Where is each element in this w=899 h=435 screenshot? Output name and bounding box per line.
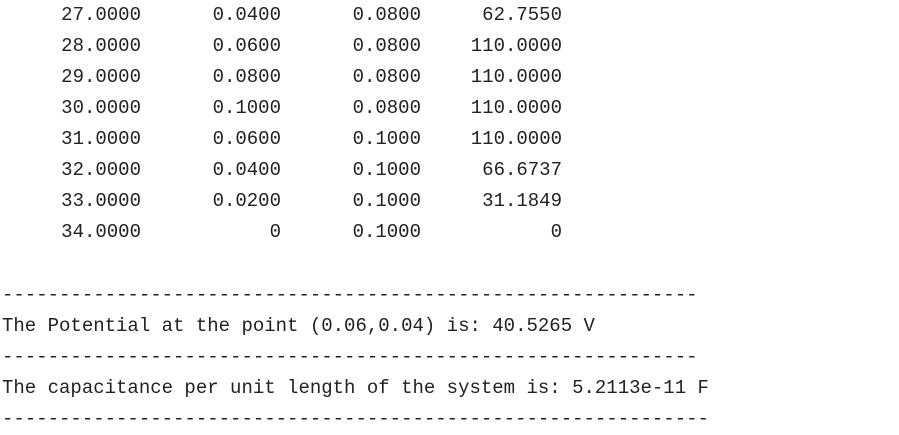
table-row: 28.0000 0.0600 0.0800 110.0000 (0, 31, 899, 62)
table-cell: 0.0800 (352, 97, 421, 119)
table-row: 30.0000 0.1000 0.0800 110.0000 (0, 93, 899, 124)
table-cell: 31.0000 (61, 128, 141, 150)
table-cell: 110.0000 (470, 35, 562, 57)
table-cell: 0.0400 (212, 159, 281, 181)
table-cell: 0.1000 (352, 159, 421, 181)
table-row: 27.0000 0.0400 0.0800 62.7550 (0, 0, 899, 31)
table-cell: 0.1000 (352, 190, 421, 212)
table-cell: 110.0000 (470, 97, 562, 119)
capacitance-result: The capacitance per unit length of the s… (2, 377, 709, 399)
table-cell: 0.0600 (212, 35, 281, 57)
table-row: 34.0000 0 0.1000 0 (0, 217, 899, 248)
table-cell: 0 (269, 221, 281, 243)
separator-line: ----------------------------------------… (2, 346, 698, 368)
separator-line: ----------------------------------------… (2, 284, 698, 306)
table-cell: 0.1000 (352, 221, 421, 243)
table-cell: 0.0800 (352, 4, 421, 26)
table-cell: 29.0000 (61, 66, 141, 88)
potential-result: The Potential at the point (0.06,0.04) i… (2, 315, 595, 337)
table-cell: 0.0800 (212, 66, 281, 88)
table-cell: 0.0800 (352, 35, 421, 57)
table-cell: 0.0600 (212, 128, 281, 150)
table-cell: 0.1000 (352, 128, 421, 150)
table-cell: 110.0000 (470, 128, 562, 150)
table-cell: 0.1000 (212, 97, 281, 119)
table-cell: 34.0000 (61, 221, 141, 243)
table-row: 29.0000 0.0800 0.0800 110.0000 (0, 62, 899, 93)
table-row: 31.0000 0.0600 0.1000 110.0000 (0, 124, 899, 155)
separator-line: ----------------------------------------… (2, 408, 709, 430)
table-cell: 66.6737 (482, 159, 562, 181)
table-cell: 0.0800 (352, 66, 421, 88)
table-cell: 27.0000 (61, 4, 141, 26)
table-cell: 62.7550 (482, 4, 562, 26)
table-cell: 110.0000 (470, 66, 562, 88)
table-row: 32.0000 0.0400 0.1000 66.6737 (0, 155, 899, 186)
table-cell: 0.0200 (212, 190, 281, 212)
table-cell: 33.0000 (61, 190, 141, 212)
table-cell: 32.0000 (61, 159, 141, 181)
table-cell: 31.1849 (482, 190, 562, 212)
table-cell: 28.0000 (61, 35, 141, 57)
table-cell: 0.0400 (212, 4, 281, 26)
table-row: 33.0000 0.0200 0.1000 31.1849 (0, 186, 899, 217)
table-cell: 0 (550, 221, 562, 243)
table-cell: 30.0000 (61, 97, 141, 119)
